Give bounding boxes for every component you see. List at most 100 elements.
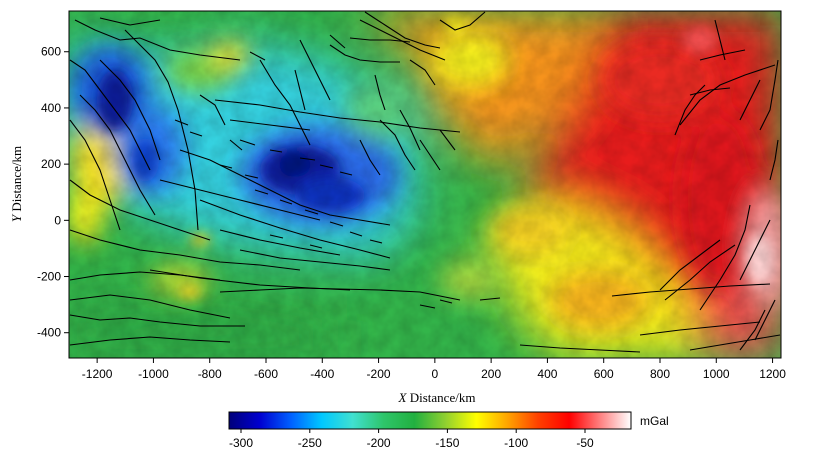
y-tick-label: 600 (41, 45, 61, 59)
fault-segment (239, 139, 256, 146)
x-tick-label: -600 (254, 367, 278, 381)
fault-line (239, 249, 391, 271)
fault-line (739, 219, 771, 281)
fault-line (399, 109, 421, 151)
fault-line (674, 84, 706, 136)
y-axis-ticks: 600 400 200 0 -200 -400 (37, 45, 69, 340)
fault-line (214, 99, 461, 133)
fault-line (611, 283, 771, 297)
x-tick-label: -800 (198, 367, 222, 381)
x-tick-label: 200 (481, 367, 501, 381)
fault-segment (419, 304, 436, 309)
y-tick-label: 0 (54, 213, 61, 227)
fault-line (439, 11, 486, 31)
fault-line (69, 59, 151, 171)
fault-segment (269, 149, 283, 153)
x-tick-label: -200 (367, 367, 391, 381)
fault-segment (244, 174, 259, 179)
y-axis-title: Y Distance/km (9, 146, 24, 222)
fault-line (359, 19, 446, 61)
fault-line (409, 59, 436, 86)
fault-line (99, 59, 161, 161)
fault-line (69, 229, 301, 271)
fault-segment (189, 131, 203, 137)
fault-line (219, 287, 461, 301)
colorbar-tick-label: -50 (576, 436, 594, 450)
fault-line (299, 39, 331, 101)
fault-line (759, 59, 779, 131)
colorbar: -300 -250 -200 -150 -100 -50 mGal (228, 411, 669, 450)
colorbar-tick-label: -250 (298, 436, 322, 450)
fault-line (519, 344, 641, 353)
y-tick-label: -400 (37, 326, 61, 340)
fault-segment (309, 244, 323, 249)
fault-line (79, 94, 156, 216)
x-tick-label: 0 (432, 367, 439, 381)
fault-line (689, 334, 781, 351)
fault-segment (174, 119, 189, 126)
fault-line (294, 69, 306, 111)
x-axis-title: X Distance/km (398, 390, 476, 405)
fault-line (739, 79, 761, 121)
x-tick-label: 1000 (703, 367, 730, 381)
fault-line (69, 314, 245, 327)
fault-line (679, 64, 776, 126)
fault-line (769, 139, 779, 181)
fault-segment (254, 189, 269, 195)
fault-line (714, 19, 726, 61)
gravity-field (69, 11, 781, 358)
fault-line (69, 336, 231, 346)
fault-line (479, 297, 501, 301)
fault-line (199, 94, 226, 126)
fault-segment (369, 239, 383, 244)
fault-line (219, 229, 341, 256)
fault-line (229, 119, 311, 131)
fault-segment (304, 209, 319, 215)
colorbar-tick-label: -100 (504, 436, 528, 450)
fault-line (349, 37, 411, 43)
fault-line (739, 309, 766, 351)
fault-line (374, 74, 386, 111)
colorbar-tick-label: -150 (435, 436, 459, 450)
y-tick-label: 200 (41, 157, 61, 171)
y-tick-label: 400 (41, 101, 61, 115)
x-axis-ticks: -1200 -1000 -800 -600 -400 -200 0 200 400 600 800 1… (82, 358, 786, 381)
fault-segment (269, 234, 284, 239)
colorbar-tick-label: -200 (367, 436, 391, 450)
fault-segment (329, 221, 344, 227)
fault-segment (229, 139, 243, 151)
fault-line (179, 149, 391, 226)
fault-line (664, 244, 736, 301)
fault-segment (349, 231, 363, 237)
fault-line (74, 19, 241, 61)
fault-segment (279, 199, 293, 205)
colorbar-unit: mGal (640, 414, 669, 428)
fault-line (159, 179, 321, 221)
y-tick-label: -200 (37, 270, 61, 284)
fault-line (259, 59, 311, 146)
fault-line (659, 239, 721, 291)
fault-segment (439, 299, 453, 304)
fault-line (359, 139, 381, 176)
x-tick-label: 1200 (759, 367, 786, 381)
fault-line (329, 34, 346, 49)
fault-line (754, 299, 776, 341)
fault-line (249, 51, 266, 61)
fault-line (199, 199, 391, 259)
map-frame (68, 10, 782, 359)
fault-line (689, 87, 731, 96)
fault-line (699, 49, 746, 61)
x-tick-label: 800 (650, 367, 670, 381)
fault-segment (319, 164, 334, 169)
x-tick-label: -400 (310, 367, 334, 381)
colorbar-ticks: -300 -250 -200 -150 -100 -50 (229, 429, 594, 450)
fault-line (124, 29, 199, 231)
fault-lines (69, 11, 781, 353)
fault-line (379, 119, 416, 171)
fault-line (69, 119, 121, 231)
fault-line (639, 321, 761, 336)
fault-segment (299, 157, 316, 161)
fault-segment (339, 171, 353, 176)
